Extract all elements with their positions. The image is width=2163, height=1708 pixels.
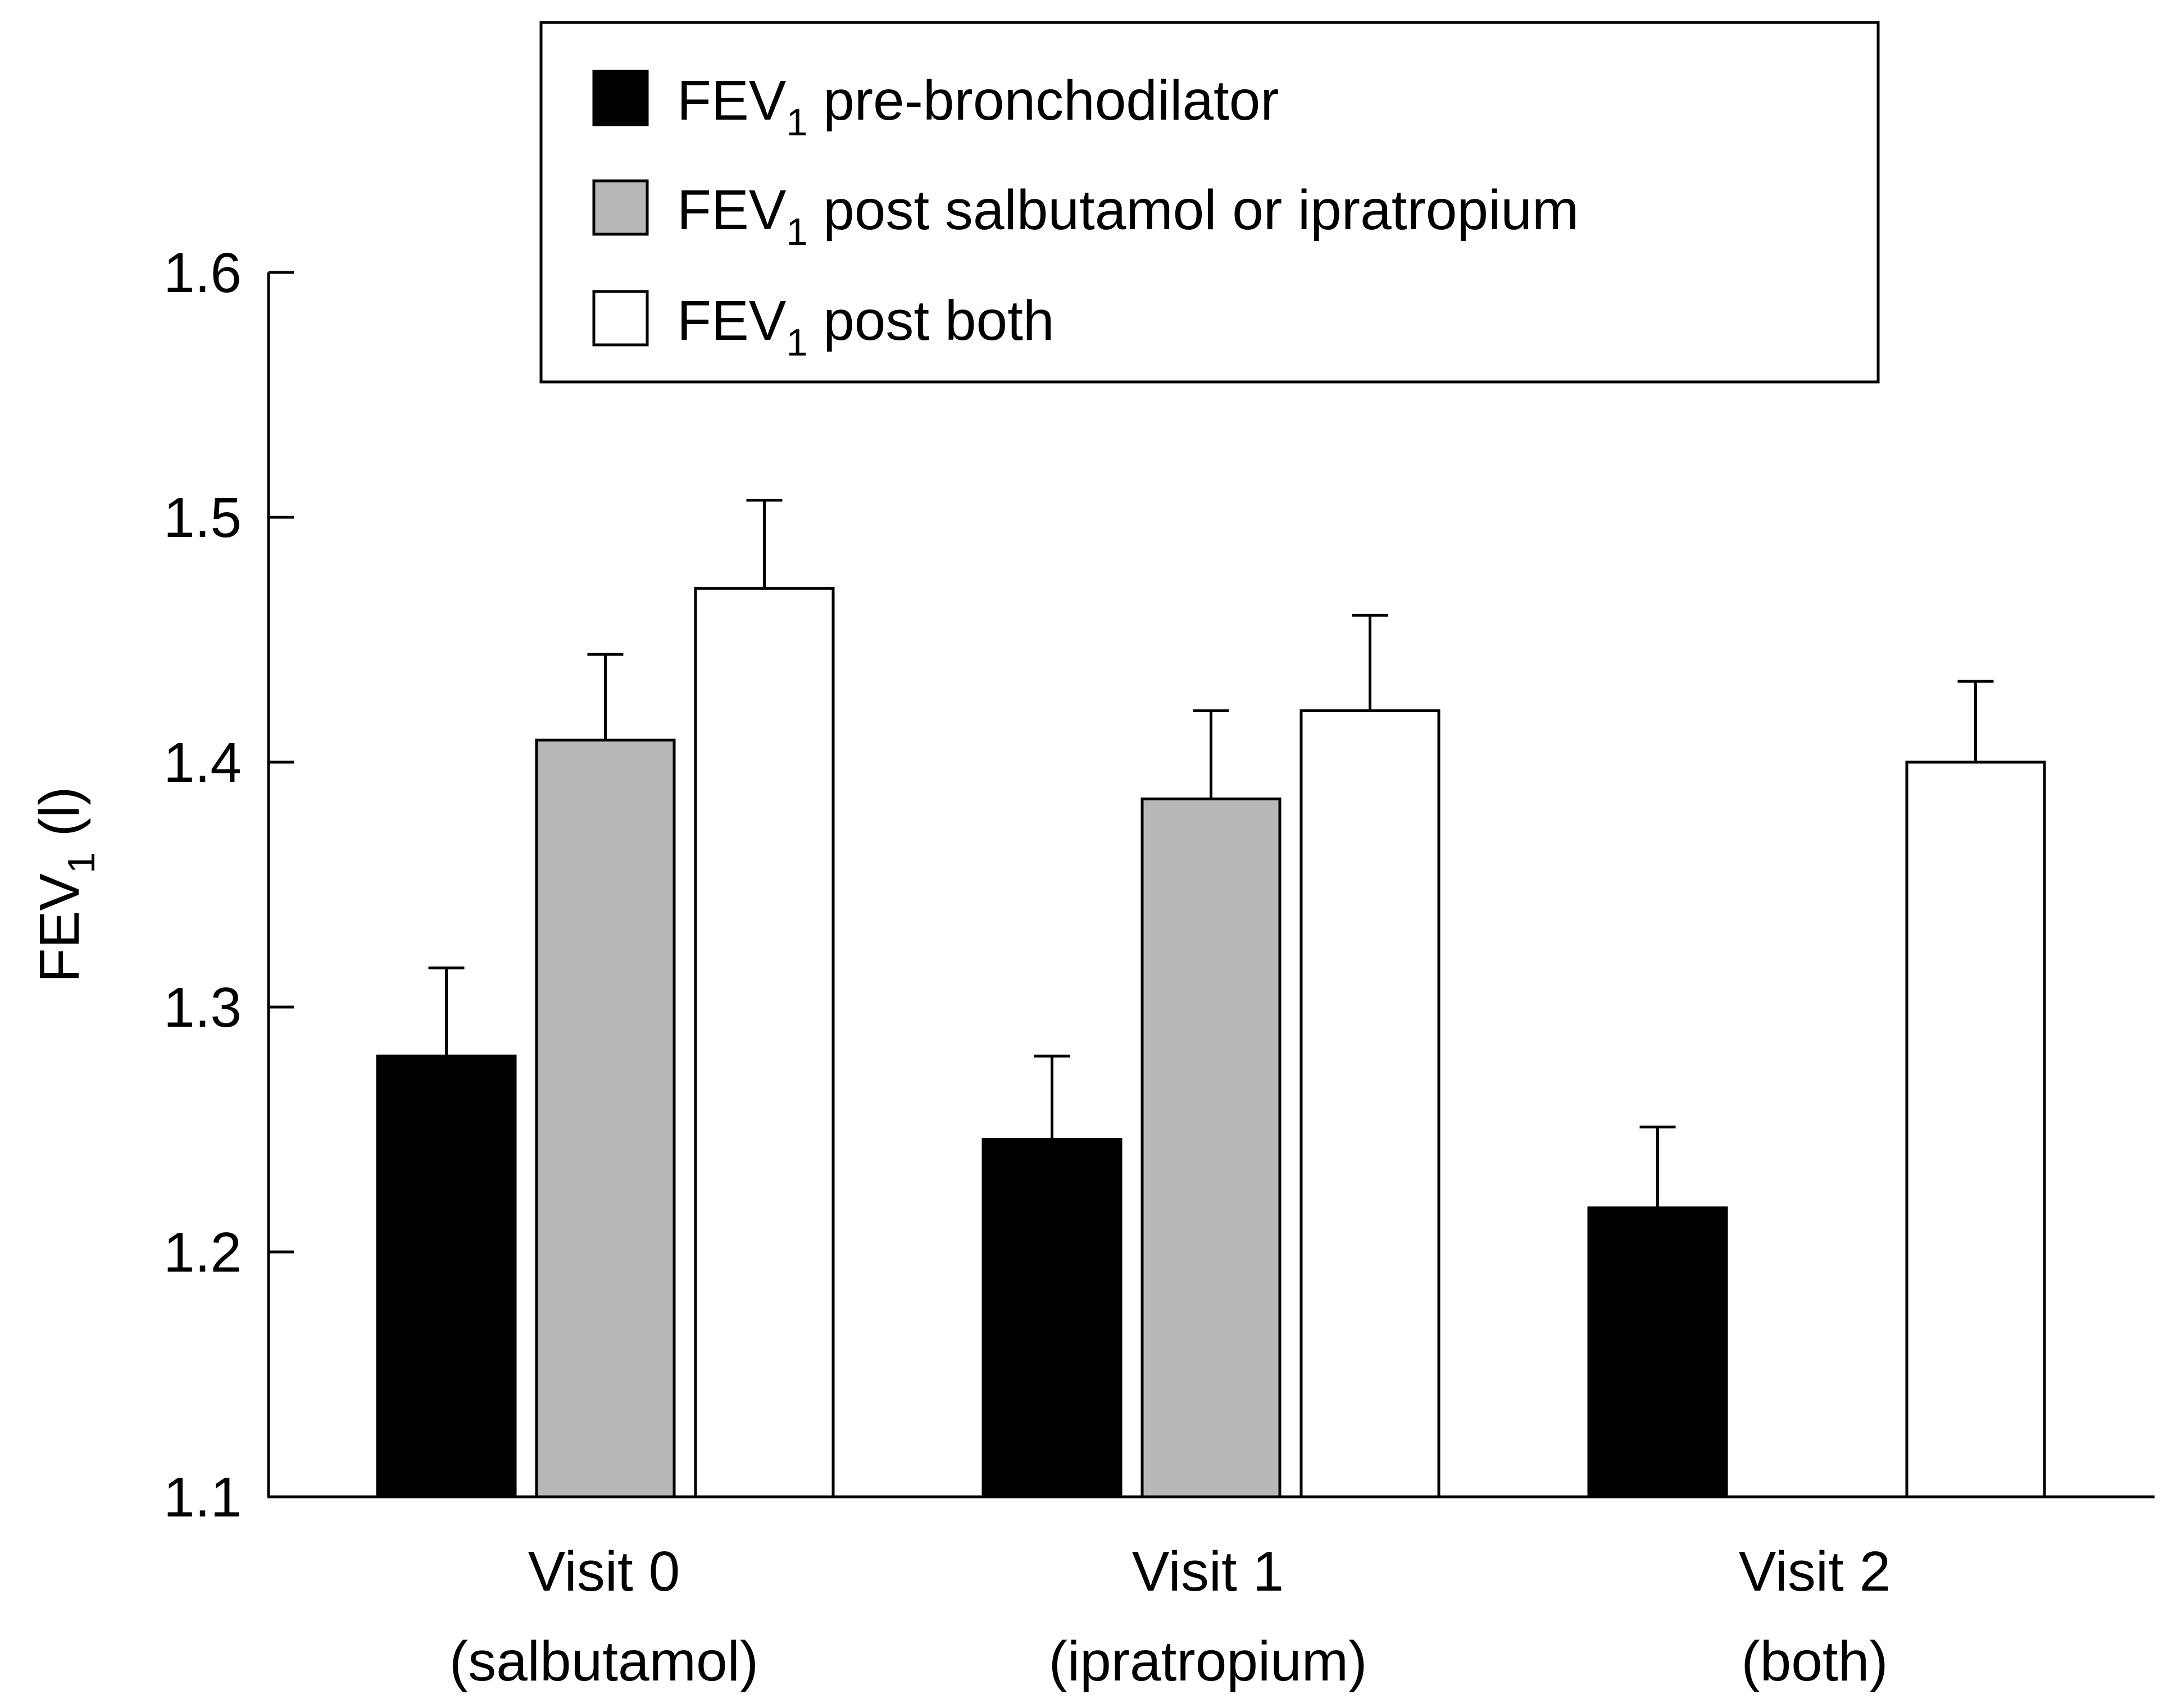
bar-series0-cat1 xyxy=(981,1137,1123,1499)
y-axis-title: FEV1 (l) xyxy=(28,787,103,983)
legend-label-main: FEV xyxy=(677,69,787,132)
y-axis-title-main: FEV xyxy=(28,873,91,983)
bar-series2-cat2 xyxy=(1905,760,2046,1499)
y-tick-label: 1.2 xyxy=(163,1221,242,1284)
y-tick-label: 1.5 xyxy=(163,486,242,549)
legend-label-rest: post both xyxy=(807,289,1054,352)
x-tick-label-line1: Visit 0 xyxy=(528,1540,680,1603)
legend-swatch-series1 xyxy=(592,179,649,236)
bar-series2-cat0 xyxy=(694,586,835,1499)
bar-series0-cat2 xyxy=(1587,1206,1728,1499)
x-tick-label-line2: (ipratropium) xyxy=(1049,1630,1367,1693)
y-tick-label: 1.1 xyxy=(163,1466,242,1529)
x-tick-label-line2: (salbutamol) xyxy=(449,1630,758,1693)
legend-label-series1: FEV1 post salbutamol or ipratropium xyxy=(677,179,1579,253)
y-tick-label: 1.6 xyxy=(163,242,242,304)
legend-label-main: FEV xyxy=(677,289,787,352)
legend-swatch-series2 xyxy=(592,290,649,347)
y-tick-label: 1.4 xyxy=(163,731,242,794)
legend-label-main: FEV xyxy=(677,179,787,242)
x-tick-label-line1: Visit 1 xyxy=(1132,1540,1284,1603)
legend-label-series2: FEV1 post both xyxy=(677,289,1055,364)
bar-series2-cat1 xyxy=(1299,709,1441,1499)
legend-label-subscript: 1 xyxy=(786,211,807,253)
y-axis-title-subscript: 1 xyxy=(60,852,103,873)
legend-label-subscript: 1 xyxy=(786,321,807,364)
y-axis-title-unit: (l) xyxy=(28,787,91,853)
legend-label-rest: pre-bronchodilator xyxy=(807,69,1279,132)
legend-label-series0: FEV1 pre-bronchodilator xyxy=(677,69,1279,144)
legend-label-subscript: 1 xyxy=(786,101,807,144)
x-tick-label-line2: (both) xyxy=(1741,1630,1888,1693)
legend-box xyxy=(539,21,1880,384)
y-tick-label: 1.3 xyxy=(163,976,242,1039)
bar-series1-cat0 xyxy=(535,739,676,1499)
legend-swatch-series0 xyxy=(592,70,649,126)
bar-series1-cat1 xyxy=(1140,797,1282,1499)
x-tick-label-line1: Visit 2 xyxy=(1739,1540,1891,1603)
bar-series0-cat0 xyxy=(376,1054,517,1499)
legend-label-rest: post salbutamol or ipratropium xyxy=(807,179,1579,242)
